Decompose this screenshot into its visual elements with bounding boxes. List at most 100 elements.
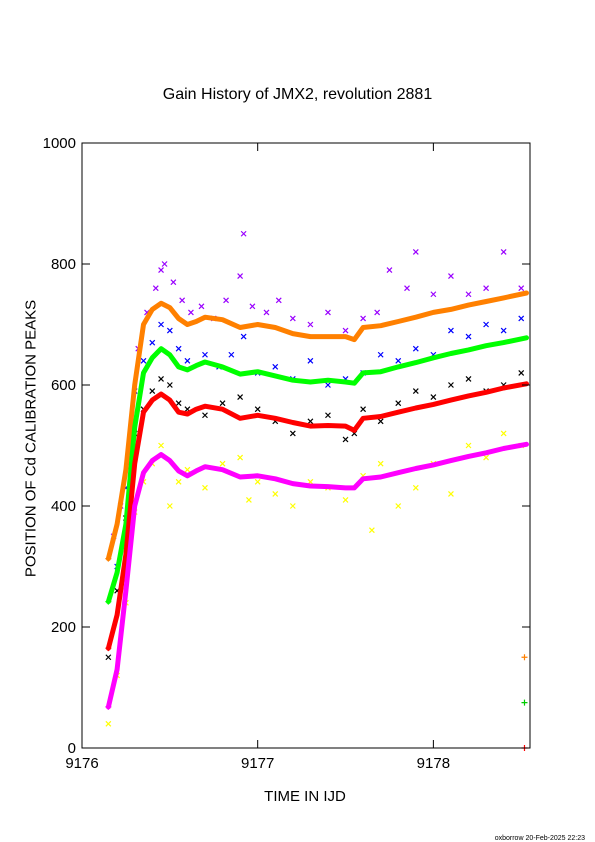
scatter-point (219, 400, 226, 407)
scatter-point (237, 273, 244, 280)
scatter-point (412, 345, 419, 352)
scatter-point (105, 720, 112, 727)
scatter-point (179, 297, 186, 304)
scatter-point (448, 327, 454, 334)
scatter-point (158, 376, 164, 382)
scatter-point (342, 436, 349, 443)
scatter-point (465, 442, 472, 449)
scatter-point (518, 315, 525, 322)
stray-layer (521, 654, 528, 751)
scatter-point (289, 430, 296, 437)
scatter-point (448, 273, 454, 280)
scatter-point (395, 503, 402, 509)
scatter-point (430, 394, 437, 401)
scatter-point (175, 345, 182, 352)
y-tick-label: 1000 (43, 135, 76, 152)
scatter-point (158, 442, 164, 449)
plot-frame (81, 142, 531, 749)
scatter-point (237, 454, 244, 461)
scatter-point (395, 357, 402, 364)
scatter-point (430, 291, 437, 298)
scatter-point (395, 400, 402, 407)
scatter-point (149, 339, 156, 346)
scatter-point (223, 297, 229, 304)
scatter-point (483, 321, 490, 328)
scatter-point (518, 285, 525, 292)
chart-title: Gain History of JMX2, revolution 2881 (162, 86, 433, 103)
series-line (105, 441, 529, 710)
scatter-point (307, 357, 314, 364)
y-tick-label: 600 (51, 377, 76, 394)
scatter-point (377, 351, 384, 358)
series-line (105, 335, 529, 605)
y-tick-label: 800 (51, 256, 76, 273)
scatter-point (448, 490, 454, 497)
scatter-point (228, 351, 235, 358)
scatter-point (161, 261, 168, 267)
scatter-point (342, 327, 349, 334)
scatter-point (465, 333, 472, 340)
scatter-point (184, 357, 191, 364)
scatter-point (307, 418, 314, 425)
scatter-point (249, 303, 256, 310)
stray-plus-point (521, 699, 528, 706)
scatter-point (325, 382, 331, 388)
x-tick-label: 9176 (65, 755, 98, 772)
scatter-point (465, 376, 472, 382)
scatter-point (202, 412, 208, 419)
line-start-marker (105, 703, 112, 710)
scatter-point (149, 388, 156, 394)
line-start-marker (105, 555, 112, 562)
scatter-point (237, 394, 244, 401)
scatter-point (483, 454, 490, 461)
scatter-point (325, 309, 331, 316)
scatter-point (166, 327, 173, 334)
scatter-point (368, 527, 375, 534)
y-tick-label: 400 (51, 498, 76, 515)
scatter-point (202, 484, 208, 491)
scatter-point (140, 357, 147, 364)
x-axis-label: TIME IN IJD (264, 788, 346, 805)
line-start-marker (105, 598, 112, 605)
scatter-point (483, 285, 490, 292)
scatter-point (377, 460, 384, 467)
x-tick-label: 9178 (417, 755, 450, 772)
scatter-point (272, 363, 279, 370)
scatter-point (240, 230, 247, 237)
scatter-point (404, 285, 410, 292)
scatter-point (325, 412, 331, 419)
scatter-point (342, 497, 349, 503)
axis-layer: 0 200 400 600 800 1000 9176 9177 9178 (43, 135, 530, 772)
scatter-point (188, 309, 194, 316)
scatter-point (254, 478, 261, 485)
scatter-point (377, 418, 384, 425)
scatter-point (170, 279, 177, 286)
scatter-point (240, 333, 247, 340)
scatter-point (184, 466, 191, 473)
y-axis-label: POSITION OF Cd CALIBRATION PEAKS (22, 299, 40, 578)
x-tick-label: 9177 (241, 755, 274, 772)
scatter-point (245, 497, 252, 503)
scatter-point (412, 388, 419, 394)
scatter-point (500, 430, 507, 437)
scatter-point (412, 484, 419, 491)
scatter-point (275, 297, 282, 304)
scatter-point (465, 291, 472, 298)
series-line (105, 290, 529, 562)
scatter-point (202, 351, 208, 358)
scatter-point (272, 490, 279, 497)
scatter-point (158, 321, 164, 328)
scatter-point (500, 248, 507, 255)
stray-plus-point (521, 654, 528, 661)
scatter-point (500, 327, 507, 334)
line-start-marker (105, 645, 112, 652)
scatter-point (289, 503, 296, 509)
scatter-layer (105, 230, 525, 727)
series-line (105, 381, 529, 651)
y-tick-label: 0 (68, 740, 76, 757)
scatter-point (152, 285, 159, 292)
scatter-point (360, 315, 367, 322)
scatter-point (254, 406, 261, 413)
scatter-point (360, 406, 367, 413)
